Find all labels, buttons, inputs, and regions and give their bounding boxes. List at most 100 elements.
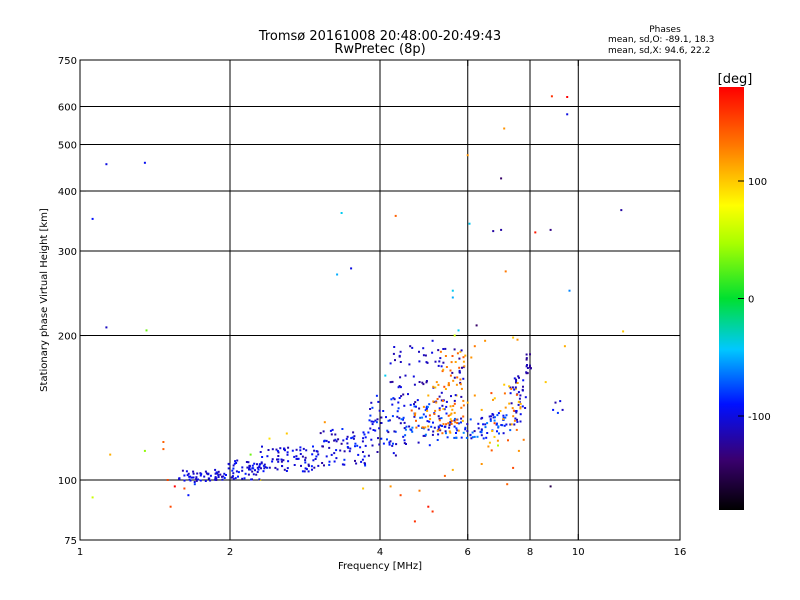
data-point bbox=[245, 461, 248, 463]
data-point bbox=[450, 361, 453, 364]
data-point bbox=[209, 474, 212, 477]
y-axis-label: Stationary phase Virtual Height [km] bbox=[39, 208, 50, 392]
data-point bbox=[304, 467, 307, 470]
data-point bbox=[247, 473, 250, 476]
data-point bbox=[261, 456, 264, 458]
data-point bbox=[425, 380, 428, 382]
data-point bbox=[252, 473, 255, 476]
data-point bbox=[441, 425, 443, 427]
data-point bbox=[333, 439, 336, 442]
y-tick-label: 300 bbox=[58, 247, 77, 258]
data-point bbox=[233, 462, 236, 465]
data-point bbox=[519, 394, 522, 397]
data-point bbox=[442, 361, 445, 364]
data-point bbox=[509, 386, 512, 389]
data-point bbox=[503, 392, 506, 395]
data-point bbox=[392, 397, 395, 400]
data-point bbox=[437, 383, 440, 386]
data-point bbox=[493, 435, 496, 438]
data-point bbox=[534, 231, 537, 234]
data-point bbox=[405, 425, 408, 428]
data-point bbox=[424, 415, 427, 418]
data-point bbox=[513, 423, 516, 426]
data-point bbox=[522, 379, 525, 382]
data-point bbox=[197, 478, 199, 481]
data-point bbox=[223, 472, 226, 475]
data-point bbox=[556, 411, 559, 414]
data-point bbox=[282, 459, 285, 462]
data-point bbox=[457, 429, 460, 432]
stats-x-mode: mean, sd,X: 94.6, 22.2 bbox=[608, 46, 710, 56]
data-point bbox=[424, 354, 427, 357]
data-point bbox=[437, 364, 440, 367]
data-point bbox=[192, 476, 195, 479]
data-point bbox=[187, 494, 190, 497]
data-point bbox=[496, 414, 499, 417]
data-point bbox=[286, 453, 289, 456]
data-point bbox=[364, 444, 367, 447]
data-point bbox=[343, 463, 346, 466]
data-point bbox=[304, 456, 307, 459]
data-point bbox=[439, 357, 442, 360]
data-point bbox=[413, 383, 416, 386]
x-tick-label: 1 bbox=[77, 547, 83, 558]
data-point bbox=[178, 478, 181, 480]
data-point bbox=[200, 473, 203, 476]
data-point bbox=[440, 399, 443, 402]
data-point bbox=[241, 477, 244, 480]
data-point bbox=[400, 418, 403, 421]
data-point bbox=[487, 445, 490, 448]
data-point bbox=[295, 455, 298, 458]
data-point bbox=[447, 422, 450, 425]
data-point bbox=[427, 425, 430, 428]
data-point bbox=[348, 450, 351, 453]
data-point bbox=[428, 403, 431, 406]
data-point bbox=[259, 451, 262, 453]
data-point bbox=[243, 477, 246, 480]
data-point bbox=[299, 453, 302, 455]
data-point bbox=[346, 446, 349, 448]
data-point bbox=[428, 444, 431, 447]
data-point bbox=[380, 437, 383, 440]
data-point bbox=[260, 467, 262, 470]
data-point bbox=[235, 470, 238, 473]
data-point bbox=[521, 388, 524, 391]
data-point bbox=[437, 425, 440, 428]
data-point bbox=[400, 395, 403, 398]
data-point bbox=[424, 433, 427, 436]
data-point bbox=[529, 364, 531, 367]
data-point bbox=[519, 402, 522, 405]
data-point bbox=[398, 385, 401, 388]
data-point bbox=[431, 339, 434, 342]
data-point bbox=[255, 473, 258, 476]
data-point bbox=[525, 357, 528, 360]
data-point bbox=[519, 406, 522, 409]
data-point bbox=[328, 446, 331, 449]
data-point bbox=[204, 480, 207, 482]
data-point bbox=[449, 420, 452, 423]
data-point bbox=[451, 289, 454, 292]
data-point bbox=[522, 385, 524, 388]
data-point bbox=[490, 415, 492, 418]
data-point bbox=[513, 419, 516, 422]
data-point bbox=[526, 367, 529, 369]
data-point bbox=[162, 448, 165, 451]
data-point bbox=[449, 413, 452, 416]
data-point bbox=[485, 436, 488, 439]
data-point bbox=[473, 430, 476, 433]
data-points bbox=[91, 95, 625, 523]
data-point bbox=[336, 273, 339, 276]
data-point bbox=[486, 432, 489, 434]
data-point bbox=[376, 418, 379, 421]
data-point bbox=[339, 449, 342, 452]
x-tick-label: 16 bbox=[674, 547, 687, 558]
data-point bbox=[403, 439, 406, 442]
data-point bbox=[228, 463, 231, 466]
data-point bbox=[549, 228, 552, 231]
data-point bbox=[277, 460, 280, 463]
data-point bbox=[274, 466, 277, 469]
data-point bbox=[519, 407, 522, 410]
data-point bbox=[453, 419, 456, 422]
data-point bbox=[437, 349, 440, 352]
